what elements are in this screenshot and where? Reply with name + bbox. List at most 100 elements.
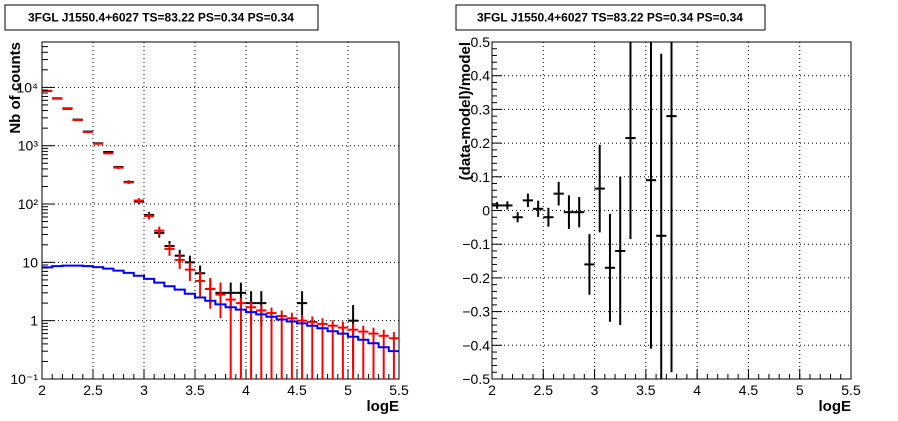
right-data-point [574, 197, 585, 228]
right-x-tick-label: 4.5 [739, 382, 759, 398]
left-data-point [72, 119, 83, 122]
right-title-box: 3FGL J1550.4+6027 TS=83.22 PS=0.34 PS=0.… [455, 4, 766, 31]
right-series-0 [492, 42, 677, 379]
left-data-point [388, 331, 399, 379]
left-data-point [256, 305, 267, 379]
right-data-point [563, 195, 575, 230]
left-data-point [368, 327, 379, 379]
left-title-box: 3FGL J1550.4+6027 TS=83.22 PS=0.34 PS=0.… [4, 4, 319, 31]
right-y-tick-label: 0.5 [471, 34, 491, 50]
left-y-tick-label: 1 [30, 313, 38, 329]
right-y-tick-label: 0.2 [471, 135, 491, 151]
left-data-point [123, 180, 134, 185]
left-y-tick-label: 10³ [18, 138, 39, 154]
right-data-point [594, 144, 605, 233]
right-x-tick-label: 3 [591, 382, 599, 398]
right-data-point [522, 193, 534, 208]
right-y-tick-label: 0.3 [471, 101, 491, 117]
left-y-tick-label: 10⁻¹ [10, 371, 38, 387]
left-data-point [93, 142, 104, 145]
left-data-point [164, 243, 175, 256]
right-data-point [615, 176, 626, 326]
right-data-point [502, 201, 513, 210]
right-y-tick-label: 0 [482, 203, 490, 219]
left-data-point [235, 297, 246, 379]
right-y-tick-label: 0.4 [471, 68, 491, 84]
right-x-axis-label: logE [819, 398, 852, 415]
right-x-tick-label: 3.5 [636, 382, 656, 398]
right-data-point [604, 213, 616, 322]
right-data-point [625, 42, 636, 240]
right-axes: 2 2.5 3 3.5 4 4.5 5 5.5 −0.5 −0.4 −0.3 −0.2 −0.1 0 0.1… [462, 34, 861, 398]
left-x-tick-label: 2.5 [83, 382, 103, 398]
left-data-point [144, 213, 155, 220]
left-x-tick-label: 5.5 [389, 382, 409, 398]
right-data-point [533, 200, 544, 217]
left-y-tick-label: 10 [22, 254, 38, 270]
left-data-point [246, 301, 257, 379]
right-data-point [492, 202, 503, 209]
left-data-point [225, 294, 236, 379]
left-data-point [52, 97, 63, 100]
right-data-point [543, 207, 554, 227]
left-data-point [113, 166, 124, 169]
right-data-point [584, 234, 595, 295]
left-series [42, 89, 399, 379]
left-y-axis-label: Nb of counts [7, 42, 24, 134]
right-data-point [553, 181, 564, 206]
left-data-point [348, 323, 359, 379]
left-data-point [174, 253, 185, 269]
left-data-point [327, 320, 338, 379]
left-data-point [154, 226, 165, 236]
left-data-point [276, 310, 287, 379]
right-data-point [512, 212, 523, 223]
left-x-tick-label: 3.5 [185, 382, 205, 398]
left-x-tick-label: 5 [344, 382, 352, 398]
left-data-point [184, 261, 195, 281]
right-grid [492, 42, 851, 379]
left-panel: 2 2.5 3 3.5 4 4.5 5 5.5 10⁻¹ 1 10 10² 10³ 10⁴ 3FGL J1… [4, 4, 409, 415]
right-x-tick-label: 5.5 [841, 382, 861, 398]
right-x-tick-label: 2 [488, 382, 496, 398]
left-y-tick-label: 10⁴ [16, 79, 38, 95]
right-data-point [645, 42, 657, 349]
left-x-axis-label: logE [367, 398, 400, 415]
left-data-point [42, 89, 53, 92]
left-model-curve [42, 264, 399, 353]
right-y-tick-label: 0.1 [471, 169, 491, 185]
left-y-tick-label: 10² [18, 196, 39, 212]
left-series-2 [42, 264, 399, 353]
left-x-tick-label: 4 [242, 382, 250, 398]
right-y-tick-label: −0.5 [462, 371, 490, 387]
left-x-tick-label: 3 [140, 382, 148, 398]
right-y-tick-label: −0.2 [462, 270, 490, 286]
right-x-tick-label: 5 [796, 382, 804, 398]
left-data-point [103, 152, 114, 155]
right-y-tick-label: −0.3 [462, 304, 490, 320]
left-data-point [358, 325, 369, 379]
left-data-point [378, 329, 389, 379]
left-plot-frame [41, 41, 400, 380]
left-data-point [82, 130, 93, 133]
left-x-tick-label: 2 [38, 382, 46, 398]
left-series-1 [42, 89, 399, 379]
right-data-point [656, 53, 667, 379]
right-y-tick-label: −0.4 [462, 337, 490, 353]
right-x-tick-label: 4 [693, 382, 701, 398]
right-data-point [666, 42, 677, 373]
left-data-point [195, 271, 206, 297]
left-data-point [307, 316, 318, 379]
left-data-point [266, 307, 277, 379]
right-series [492, 42, 677, 379]
left-data-point [297, 315, 308, 379]
left-data-point [286, 312, 297, 379]
left-data-point [205, 277, 216, 309]
left-chart-title: 3FGL J1550.4+6027 TS=83.22 PS=0.34 PS=0.… [28, 11, 294, 25]
right-chart-title: 3FGL J1550.4+6027 TS=83.22 PS=0.34 PS=0.… [477, 11, 743, 25]
left-axes: 2 2.5 3 3.5 4 4.5 5 5.5 10⁻¹ 1 10 10² 10³ 10⁴ [10, 41, 409, 398]
right-panel: 2 2.5 3 3.5 4 4.5 5 5.5 −0.5 −0.4 −0.3 −0.2 −0.1 0 0.1… [455, 4, 861, 415]
right-y-axis-label: (data-model)/model [457, 42, 474, 180]
left-data-point [133, 198, 144, 203]
right-y-tick-label: −0.1 [462, 236, 490, 252]
